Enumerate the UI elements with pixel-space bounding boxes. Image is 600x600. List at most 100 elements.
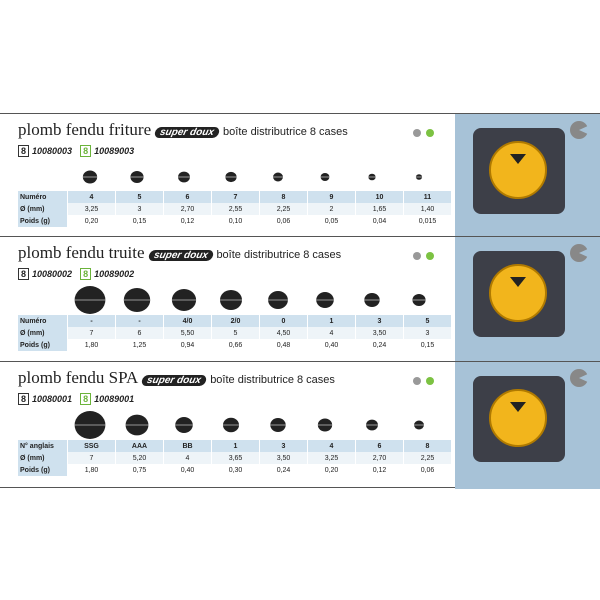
pointer [510, 154, 526, 164]
dot-green [426, 129, 434, 137]
table-cell: 0,66 [211, 339, 260, 351]
codes: 8 10080001 8 10089001 [18, 393, 142, 405]
spec-table: Numéro - -4/0 2/0 0 1 3 5 Ø (mm) 7 6 5,50 5 4,50 4 3,50… [18, 315, 452, 351]
table-row: Poids (g) 0,20 0,15 0,12 0,10 0,06 0,05 0,04 0,0… [18, 215, 452, 227]
table-cell: 0,94 [163, 339, 212, 351]
pack-box: 8 [80, 393, 92, 405]
shot-icons [74, 286, 426, 314]
table-cell: 5 [115, 191, 164, 203]
dot-green [426, 377, 434, 385]
row-label: Numéro [18, 191, 68, 203]
table-cell: 1,40 [403, 203, 452, 215]
section: plomb fendu friture super doux boîte distr… [0, 113, 600, 237]
table-row: Numéro - -4/0 2/0 0 1 3 5 [18, 315, 452, 327]
table-cell: AAA [115, 440, 164, 452]
subtitle: boîte distributrice 8 cases [216, 249, 342, 261]
table-cell: 0,15 [115, 215, 164, 227]
table-row: Ø (mm) 7 6 5,50 5 4,50 4 3,50 3 [18, 327, 452, 339]
table-cell: 3 [259, 440, 308, 452]
table-cell: 0,20 [307, 464, 356, 476]
table-cell: 3 [115, 203, 164, 215]
hook-cut [579, 248, 590, 258]
table-cell: 1,80 [67, 339, 116, 351]
table-cell: 9 [307, 191, 356, 203]
row-label: Poids (g) [18, 215, 68, 227]
section-title: plomb fendu truite super doux boîte distri… [18, 243, 341, 263]
product-title: plomb fendu SPA [18, 368, 139, 387]
row-label: Ø (mm) [18, 327, 68, 339]
table-cell: 6 [163, 191, 212, 203]
table-cell: 2/0 [211, 315, 260, 327]
table-cell: 4,50 [259, 327, 308, 339]
color-dots [413, 129, 434, 137]
lid [489, 389, 547, 447]
table-cell: 0,24 [259, 464, 308, 476]
subtitle: boîte distributrice 8 cases [210, 374, 335, 386]
table-cell: 0,40 [307, 339, 356, 351]
spec-table: N° anglais SSG AAA BB 1 3 4 6 8 Ø (mm) 7 5,20 4 3,65 3… [18, 440, 452, 476]
table-row: Ø (mm) 7 5,20 4 3,65 3,50 3,25 2,70 2,25 [18, 452, 452, 464]
table-cell: 1,65 [355, 203, 404, 215]
product-code: 10080003 [32, 146, 73, 156]
table-cell: 0,10 [211, 215, 260, 227]
color-dots [413, 377, 434, 385]
table-cell: 0,24 [355, 339, 404, 351]
table-cell: 5,20 [115, 452, 164, 464]
product-photo [455, 114, 600, 237]
shot-icons [74, 411, 424, 439]
product-title: plomb fendu friture [18, 120, 152, 139]
section: plomb fendu SPA super doux boîte distribut… [0, 361, 600, 489]
lid [489, 141, 547, 199]
table-cell: 7 [67, 327, 116, 339]
pack-box: 8 [18, 145, 30, 157]
pointer [510, 277, 526, 287]
table-cell: 0,30 [211, 464, 260, 476]
pack-box: 8 [80, 268, 92, 280]
product-code: 10089002 [94, 269, 135, 279]
row-label: Poids (g) [18, 464, 68, 476]
table-cell: 2 [307, 203, 356, 215]
table-cell: SSG [67, 440, 116, 452]
codes: 8 10080003 8 10089003 [18, 145, 142, 157]
table-cell: 4 [67, 191, 116, 203]
table-cell: 0,20 [67, 215, 116, 227]
table-cell: 5 [211, 327, 260, 339]
product-title: plomb fendu truite [18, 243, 145, 262]
table-cell: 2,55 [211, 203, 260, 215]
table-cell: 0,12 [163, 215, 212, 227]
row-label: N° anglais [18, 440, 68, 452]
dot-grey [413, 377, 421, 385]
table-cell: 7 [67, 452, 116, 464]
product-photo [455, 362, 600, 489]
hook-cut [579, 125, 590, 135]
row-label: Ø (mm) [18, 203, 68, 215]
brand-logo: super doux [141, 375, 208, 386]
section-title: plomb fendu friture super doux boîte distr… [18, 120, 348, 140]
product-code: 10089001 [94, 394, 135, 404]
table-cell: 5,50 [163, 327, 212, 339]
table-cell: 6 [355, 440, 404, 452]
table-cell: 3 [403, 327, 452, 339]
table-cell: - [67, 315, 116, 327]
product-code: 10080002 [32, 269, 73, 279]
table-cell: 0,15 [403, 339, 452, 351]
lid [489, 264, 547, 322]
dot-grey [413, 129, 421, 137]
table-row: Ø (mm) 3,25 3 2,70 2,55 2,25 2 1,65 1,40 [18, 203, 452, 215]
table-cell: 3,25 [67, 203, 116, 215]
table-cell: 8 [259, 191, 308, 203]
pack-box: 8 [18, 268, 30, 280]
table-cell: - [115, 315, 164, 327]
table-cell: 6 [115, 327, 164, 339]
table-cell: 3 [355, 315, 404, 327]
section: plomb fendu truite super doux boîte distri… [0, 236, 600, 362]
table-cell: 1 [211, 440, 260, 452]
table-cell: 4 [307, 440, 356, 452]
pack-box: 8 [18, 393, 30, 405]
table-cell: 2,25 [403, 452, 452, 464]
table-cell: 3,65 [211, 452, 260, 464]
table-cell: 1,25 [115, 339, 164, 351]
dot-green [426, 252, 434, 260]
table-cell: 2,25 [259, 203, 308, 215]
